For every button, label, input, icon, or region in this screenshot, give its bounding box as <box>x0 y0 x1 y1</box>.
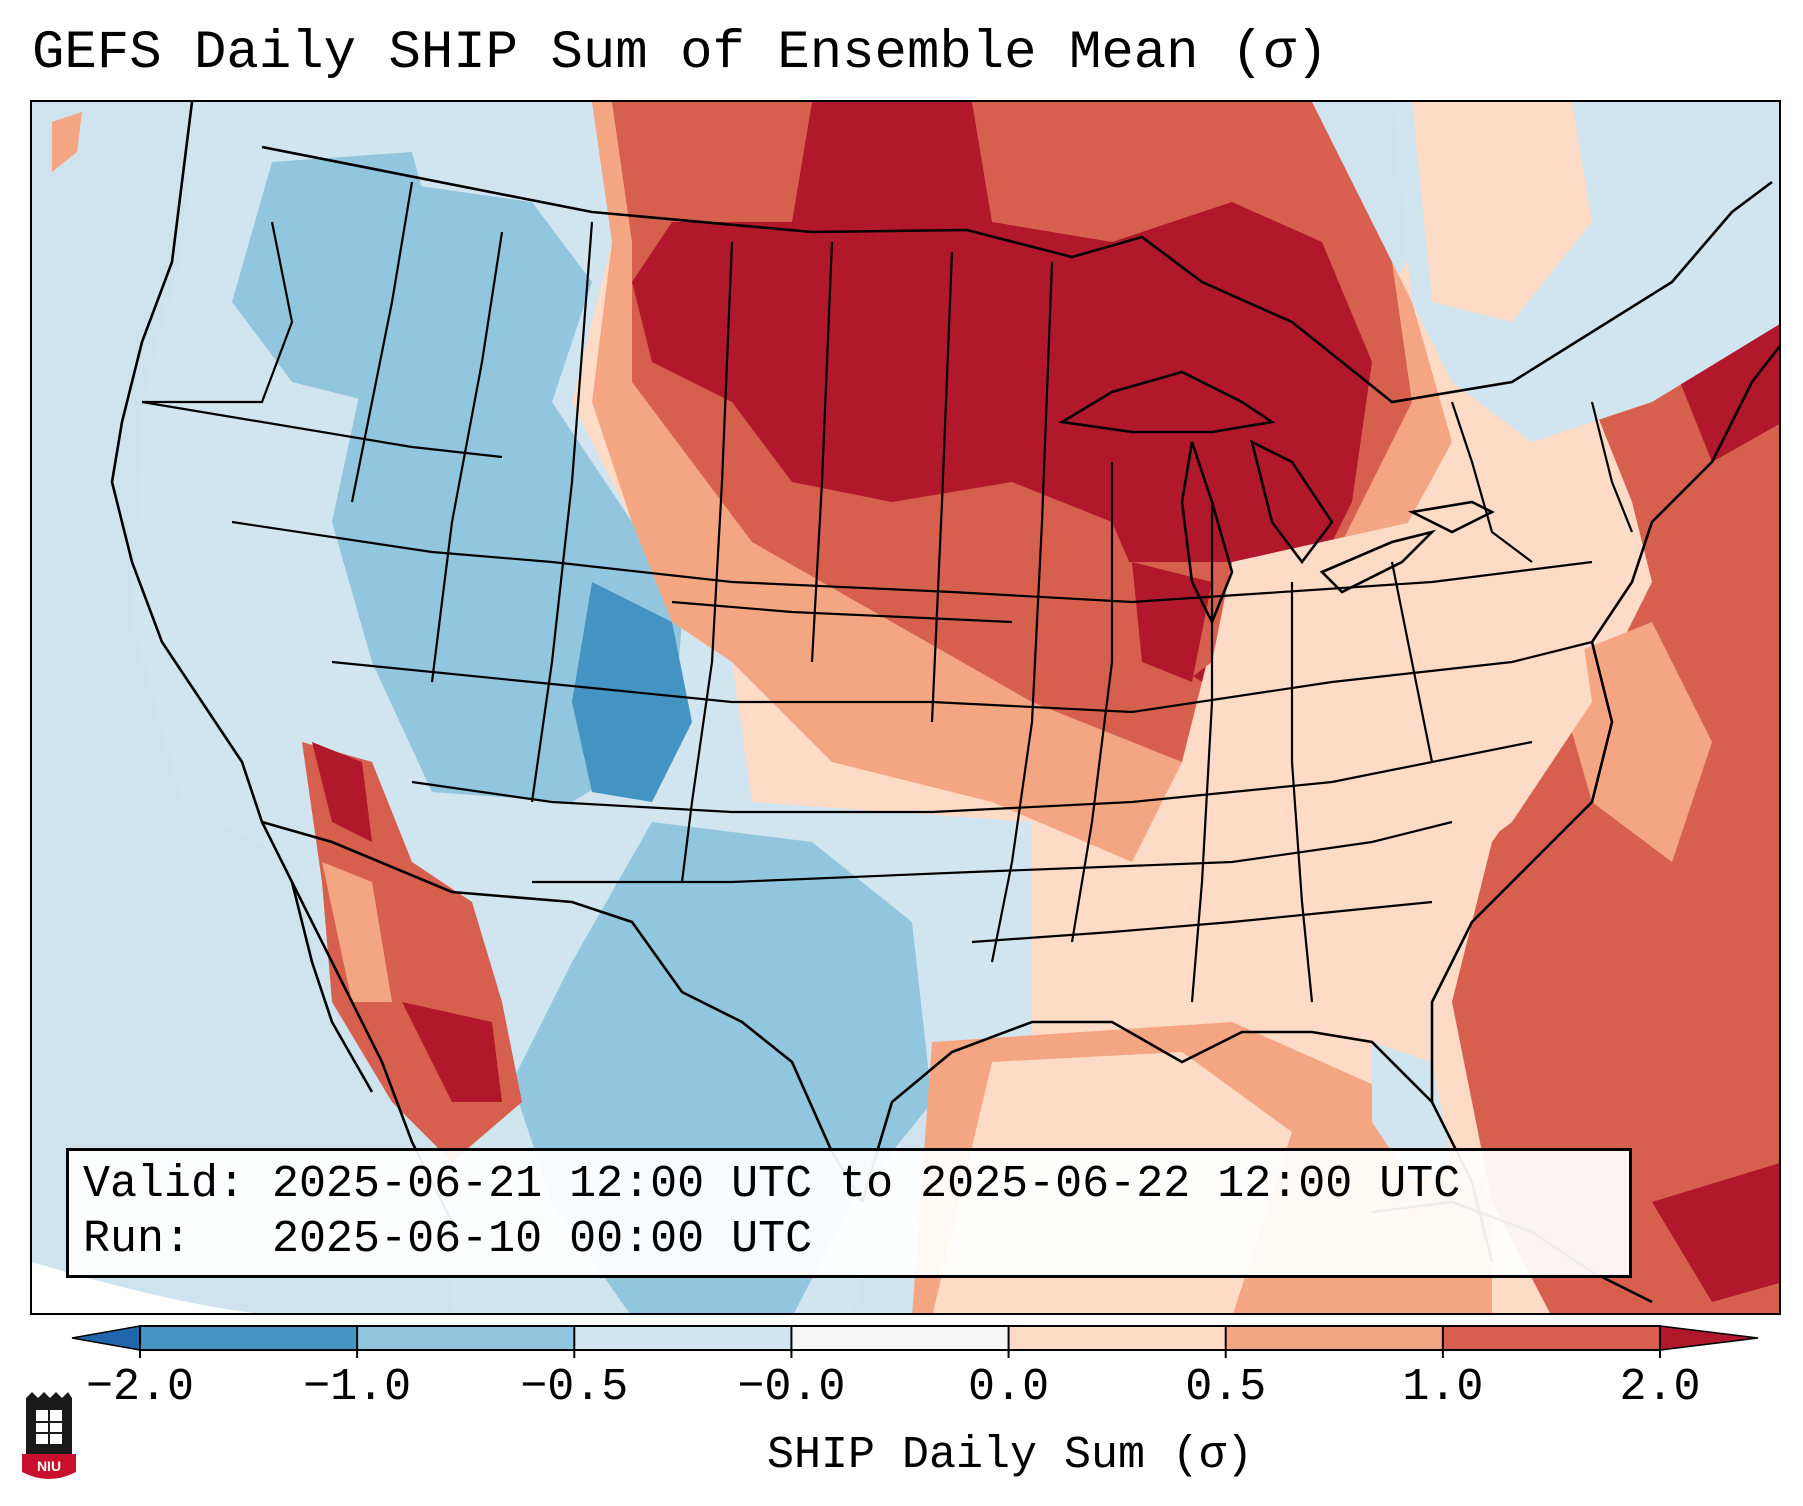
colorbar-segment <box>1225 1326 1443 1350</box>
niu-logo-shield <box>22 1454 76 1479</box>
state-lines <box>141 181 1634 1003</box>
colorbar-tick-label: −2.0 <box>85 1362 195 1413</box>
colorbar-tick-label: 2.0 <box>1619 1362 1701 1413</box>
page-title: GEFS Daily SHIP Sum of Ensemble Mean (σ) <box>32 23 1329 84</box>
colorbar-segment <box>1008 1326 1226 1350</box>
west-coast <box>110 102 374 1093</box>
colorbar-over-extend <box>1659 1325 1759 1351</box>
lake-ontario <box>1407 500 1495 534</box>
anomaly-sw-darkred <box>312 742 502 1102</box>
colorbar-tick-label: 0.0 <box>968 1362 1050 1413</box>
colorbar-under-extend <box>71 1325 141 1351</box>
anomaly-east-light <box>1132 522 1592 962</box>
us-canada-border <box>261 145 1773 404</box>
niu-logo-crenellation <box>26 1392 72 1398</box>
anomaly-ne-darkred <box>1672 304 1779 462</box>
niu-logo-text: NIU <box>37 1458 61 1474</box>
colorbar-tick-label: −1.0 <box>303 1362 412 1413</box>
colorbar-segment <box>791 1326 1009 1350</box>
run-label: Run: <box>83 1214 192 1265</box>
colorbar-tick-label: 0.5 <box>1185 1362 1267 1413</box>
us-mexico-border <box>261 820 864 1203</box>
valid-run-info-box: Valid: 2025-06-21 12:00 UTC to 2025-06-2… <box>66 1148 1632 1278</box>
map-panel[interactable] <box>30 100 1781 1315</box>
run-value: 2025-06-10 00:00 UTC <box>272 1214 813 1265</box>
lake-superior <box>1058 370 1276 434</box>
colorbar-segment <box>1442 1326 1660 1350</box>
colorbar-segments <box>71 1325 1759 1351</box>
colorbar-tick-label: −0.0 <box>737 1362 846 1413</box>
colorbar-title: SHIP Daily Sum (σ) <box>766 1430 1254 1481</box>
outside-domain <box>32 1262 254 1313</box>
anomaly-pacific-red <box>52 112 82 172</box>
east-coast <box>1430 345 1779 1102</box>
anomaly-caribbean-darkred <box>1652 1163 1779 1302</box>
colorbar-tick-label: 1.0 <box>1402 1362 1484 1413</box>
colorbar <box>71 1325 1759 1358</box>
niu-logo: NIU <box>22 1392 76 1479</box>
lake-huron <box>1250 439 1334 565</box>
colorbar-segment <box>357 1326 575 1350</box>
map-canvas[interactable] <box>32 102 1781 1315</box>
colorbar-segment <box>574 1326 792 1350</box>
anomaly-wa-blue <box>232 152 452 402</box>
colorbar-ticks <box>139 1326 1661 1358</box>
colorbar-segment <box>140 1326 358 1350</box>
valid-value: 2025-06-21 12:00 UTC to 2025-06-22 12:00… <box>272 1159 1461 1210</box>
gulf-coast <box>860 1020 1494 1263</box>
colorbar-tick-label: −0.5 <box>520 1362 629 1413</box>
valid-label: Valid: <box>83 1159 246 1210</box>
